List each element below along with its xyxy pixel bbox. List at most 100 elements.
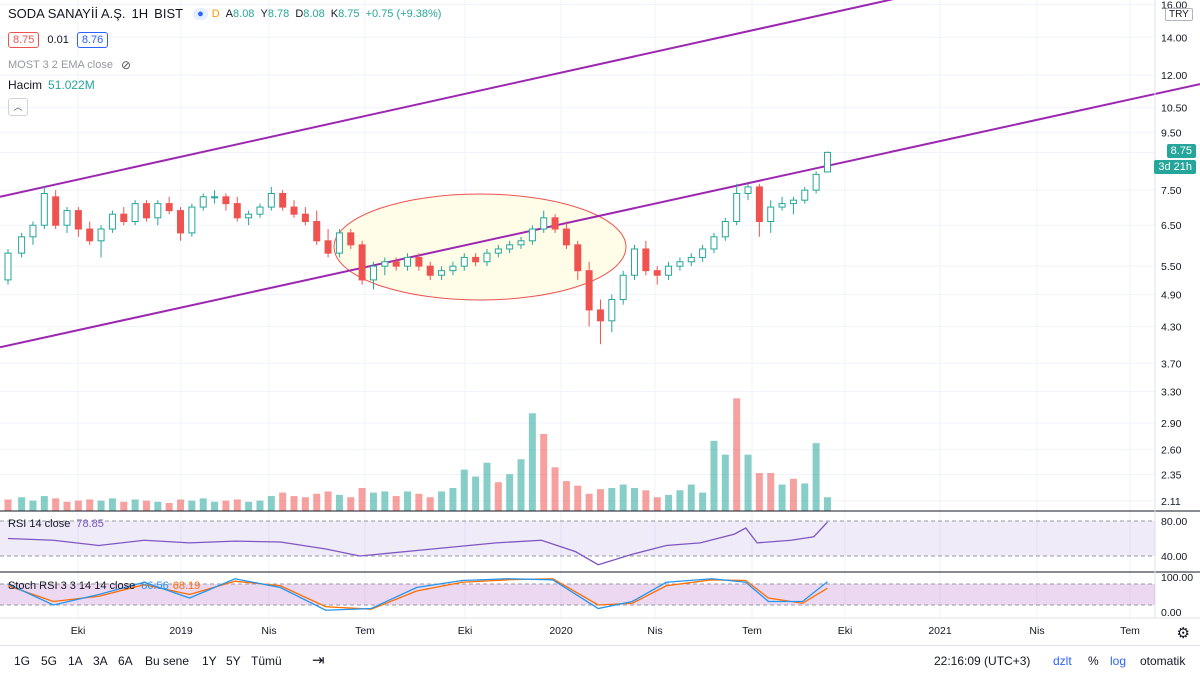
volume-bar bbox=[177, 499, 185, 511]
candle-body bbox=[335, 232, 343, 254]
adjust-toggle[interactable]: dzlt bbox=[1053, 654, 1072, 668]
volume-bar bbox=[676, 490, 684, 511]
volume-bar bbox=[665, 494, 673, 511]
candle-body bbox=[472, 256, 480, 263]
candle-body bbox=[506, 244, 514, 250]
candle-body bbox=[438, 270, 446, 276]
volume-bar bbox=[313, 493, 321, 511]
volume-bar bbox=[699, 492, 707, 511]
candle-body bbox=[415, 256, 423, 267]
volume-bar bbox=[755, 473, 763, 511]
price-tick-label: 4.30 bbox=[1161, 321, 1182, 333]
volume-bar bbox=[120, 501, 128, 511]
gear-icon[interactable]: ⚙ bbox=[1176, 625, 1190, 642]
volume-bar bbox=[619, 484, 627, 511]
most-indicator-row[interactable]: MOST 3 2 EMA close ⊘ bbox=[8, 58, 131, 72]
volume-bar bbox=[301, 497, 309, 511]
volume-bar bbox=[63, 501, 71, 511]
currency-badge[interactable]: TRY bbox=[1165, 8, 1193, 21]
price-tick-label: 16.00 bbox=[1161, 0, 1187, 12]
volume-bar bbox=[324, 491, 332, 511]
rsi-tick-label: 80.00 bbox=[1161, 516, 1187, 528]
time-tick-label: Eki bbox=[458, 625, 473, 637]
range-3m-button[interactable]: 3A bbox=[93, 654, 108, 668]
channel-lower-line bbox=[0, 83, 1200, 349]
volume-bar bbox=[40, 496, 48, 511]
candle-body bbox=[165, 203, 173, 212]
candle-body bbox=[29, 224, 37, 238]
date-range-icon[interactable]: ⇥ bbox=[312, 652, 325, 669]
range-6m-button[interactable]: 6A bbox=[118, 654, 133, 668]
chart-canvas[interactable]: 16.00 14.00 12.00 10.50 9.50 7.50 6.50 5.50 4.90… bbox=[0, 0, 1200, 645]
symbol-name[interactable]: SODA SANAYİİ A.Ş. bbox=[8, 6, 126, 21]
price-tick-label: 3.30 bbox=[1161, 386, 1182, 398]
bid-price[interactable]: 8.75 bbox=[8, 32, 40, 48]
volume-bar bbox=[29, 500, 37, 511]
volume-bar bbox=[188, 500, 196, 511]
candle-body bbox=[710, 236, 718, 250]
circle-toggle-icon[interactable]: ● bbox=[193, 7, 208, 20]
candle-body bbox=[392, 261, 400, 267]
volume-bar bbox=[426, 497, 434, 511]
volume-bar bbox=[551, 467, 559, 511]
range-5d-button[interactable]: 5G bbox=[41, 654, 58, 668]
volume-bar bbox=[404, 491, 412, 511]
range-1y-button[interactable]: 1Y bbox=[202, 654, 217, 668]
candle-body bbox=[290, 206, 298, 215]
volume-bar bbox=[335, 494, 343, 511]
collapse-chevron-icon[interactable]: ︿ bbox=[8, 98, 28, 116]
eye-hidden-icon[interactable]: ⊘ bbox=[120, 58, 132, 72]
candle-body bbox=[744, 186, 752, 194]
volume-bar bbox=[812, 443, 820, 511]
most-indicator-label: MOST 3 2 EMA close bbox=[8, 59, 113, 71]
candle-body bbox=[687, 256, 695, 263]
volume-bar bbox=[199, 498, 207, 511]
bottom-toolbar: 1G 5G 1A 3A 6A Bu sene 1Y 5Y Tümü ⇥ 22:1… bbox=[0, 645, 1200, 675]
range-1m-button[interactable]: 1A bbox=[68, 654, 83, 668]
volume-bar bbox=[52, 498, 60, 511]
bid-ask-row: 8.75 0.01 8.76 bbox=[8, 32, 109, 48]
volume-bar bbox=[596, 489, 604, 511]
candle-body bbox=[211, 196, 219, 199]
candle-body bbox=[188, 206, 196, 234]
volume-bar bbox=[290, 496, 298, 511]
candle-body bbox=[528, 228, 536, 242]
candle-body bbox=[324, 240, 332, 254]
price-tick-label: 2.11 bbox=[1161, 496, 1181, 508]
log-toggle[interactable]: log bbox=[1110, 654, 1127, 668]
range-1d-button[interactable]: 1G bbox=[14, 654, 31, 668]
candle-body bbox=[199, 196, 207, 208]
volume-legend[interactable]: Hacim 51.022M bbox=[8, 78, 95, 92]
ask-price[interactable]: 8.76 bbox=[76, 32, 109, 48]
stoch-legend[interactable]: Stoch RSI 3 3 14 14 close 86.56 68.19 bbox=[8, 580, 200, 592]
stoch-tick-label: 0.00 bbox=[1161, 607, 1182, 619]
candle-body bbox=[347, 232, 355, 246]
candle-body bbox=[812, 173, 820, 191]
channel-upper-line bbox=[0, 0, 894, 198]
volume-bar bbox=[631, 488, 639, 511]
volume-bar bbox=[574, 485, 582, 511]
candle-body bbox=[426, 265, 434, 276]
volume-bar bbox=[460, 469, 468, 511]
range-all-button[interactable]: Tümü bbox=[251, 654, 282, 668]
auto-scale-toggle[interactable]: otomatik bbox=[1140, 654, 1186, 668]
time-tick-label: Nis bbox=[261, 625, 276, 637]
volume-bar bbox=[165, 502, 173, 511]
clock-display[interactable]: 22:16:09 (UTC+3) bbox=[934, 654, 1031, 668]
volume-bar bbox=[528, 413, 536, 511]
rsi-legend[interactable]: RSI 14 close 78.85 bbox=[8, 518, 104, 530]
interval-label[interactable]: 1H bbox=[131, 6, 149, 21]
candle-body bbox=[97, 228, 105, 242]
stoch-tick-label: 100.00 bbox=[1161, 572, 1193, 584]
candle-body bbox=[86, 228, 94, 242]
range-5y-button[interactable]: 5Y bbox=[226, 654, 241, 668]
candle-body bbox=[540, 217, 548, 230]
price-tick-label: 2.90 bbox=[1161, 418, 1182, 430]
exchange-label: BIST bbox=[154, 6, 184, 21]
candle-body bbox=[256, 206, 264, 215]
price-tick-label: 14.00 bbox=[1161, 32, 1187, 44]
candle-body bbox=[74, 210, 82, 230]
candle-body bbox=[404, 256, 412, 267]
range-ytd-button[interactable]: Bu sene bbox=[145, 654, 190, 668]
percent-toggle[interactable]: % bbox=[1088, 654, 1099, 668]
